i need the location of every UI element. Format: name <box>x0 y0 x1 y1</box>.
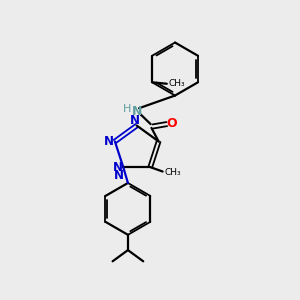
Text: N: N <box>104 135 114 148</box>
Text: CH₃: CH₃ <box>168 79 185 88</box>
Text: N: N <box>132 105 142 118</box>
Text: N: N <box>130 114 140 127</box>
Text: N: N <box>114 169 124 182</box>
Text: CH₃: CH₃ <box>164 169 181 178</box>
Text: O: O <box>166 117 176 130</box>
Text: H: H <box>123 104 131 114</box>
Text: N: N <box>113 160 123 174</box>
